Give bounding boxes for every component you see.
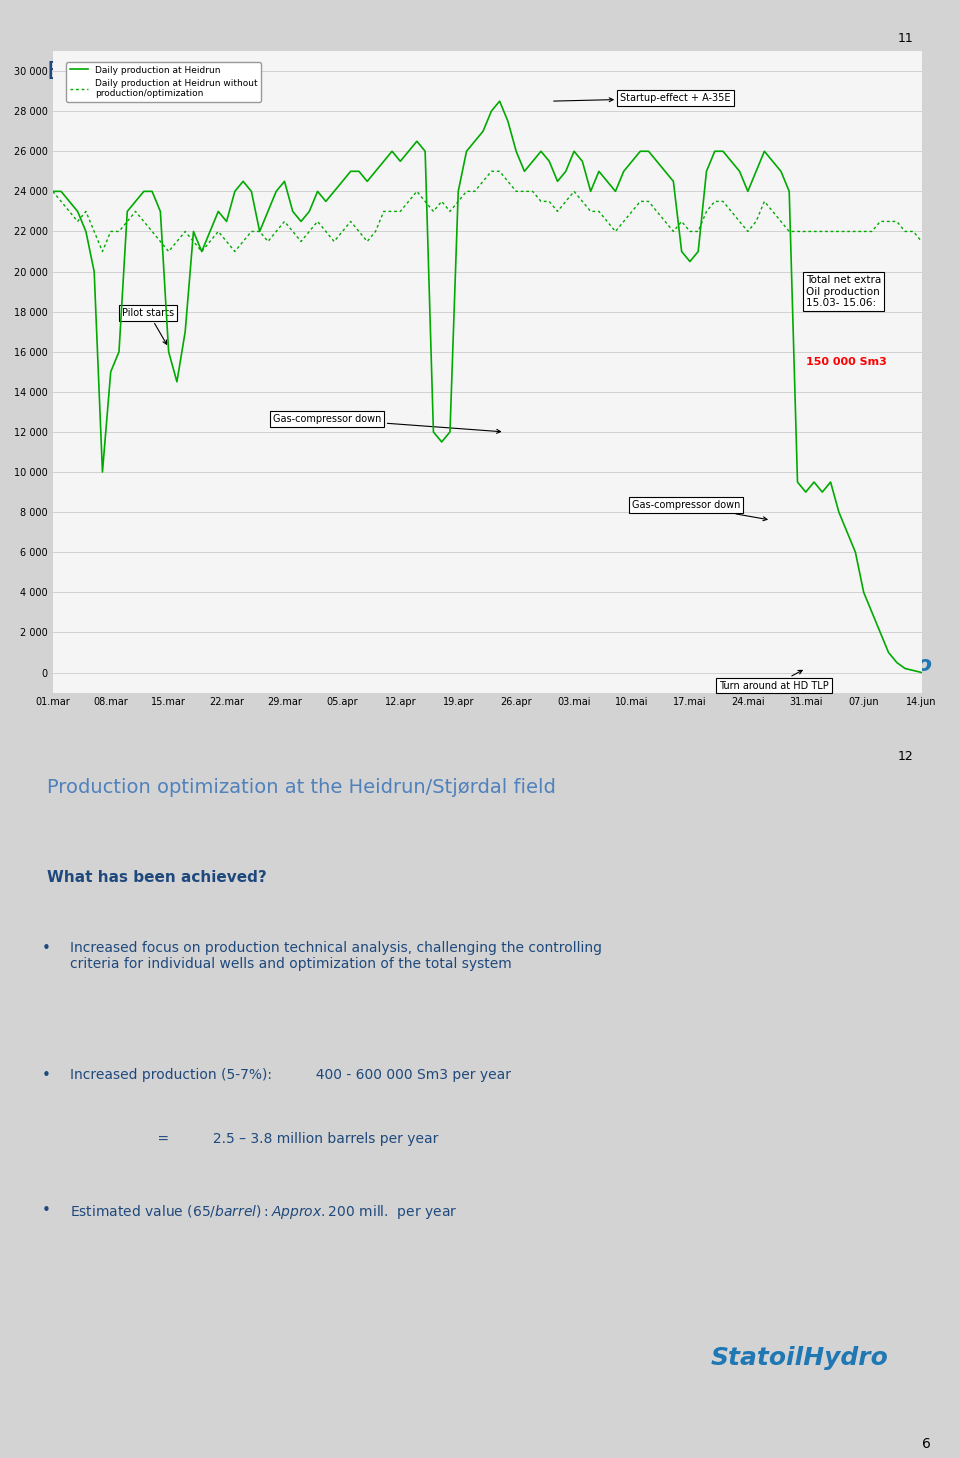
Text: Total net extra
Oil production
15.03- 15.06:: Total net extra Oil production 15.03- 15…	[805, 276, 881, 308]
Text: Increased focus on production technical analysis, challenging the controlling
cr: Increased focus on production technical …	[70, 942, 602, 971]
Text: StatoilHydro: StatoilHydro	[710, 1346, 888, 1371]
Text: =          2.5 – 3.8 million barrels per year: = 2.5 – 3.8 million barrels per year	[70, 1131, 439, 1146]
Text: Gas-compressor down: Gas-compressor down	[273, 414, 500, 433]
Text: 11: 11	[898, 32, 913, 45]
Text: Effect on the daily production: Effect on the daily production	[47, 60, 418, 85]
Text: Startup-effect + A-35E: Startup-effect + A-35E	[554, 93, 731, 104]
Text: •: •	[42, 1203, 51, 1217]
Legend: Daily production at Heidrun, Daily production at Heidrun without
production/opti: Daily production at Heidrun, Daily produ…	[66, 61, 261, 102]
Text: Pilot starts: Pilot starts	[122, 308, 175, 344]
Text: 150 000 Sm3: 150 000 Sm3	[805, 357, 886, 367]
Text: •: •	[42, 942, 51, 956]
Text: Increased production (5-7%):          400 - 600 000 Sm3 per year: Increased production (5-7%): 400 - 600 0…	[70, 1069, 511, 1082]
Text: Gas-compressor down: Gas-compressor down	[632, 500, 767, 521]
Text: 6: 6	[923, 1436, 931, 1451]
Text: 12: 12	[898, 751, 913, 763]
Text: •: •	[42, 1069, 51, 1083]
Text: Turn around at HD TLP: Turn around at HD TLP	[719, 671, 828, 691]
Text: What has been achieved?: What has been achieved?	[47, 870, 267, 885]
Text: Production optimization at the Heidrun/Stjørdal field: Production optimization at the Heidrun/S…	[47, 779, 556, 798]
Text: StatoilHydro: StatoilHydro	[775, 655, 933, 675]
Text: Estimated value ($65/barrel):          Approx.  $200 mill.  per year: Estimated value ($65/barrel): Approx. $2…	[70, 1203, 457, 1220]
